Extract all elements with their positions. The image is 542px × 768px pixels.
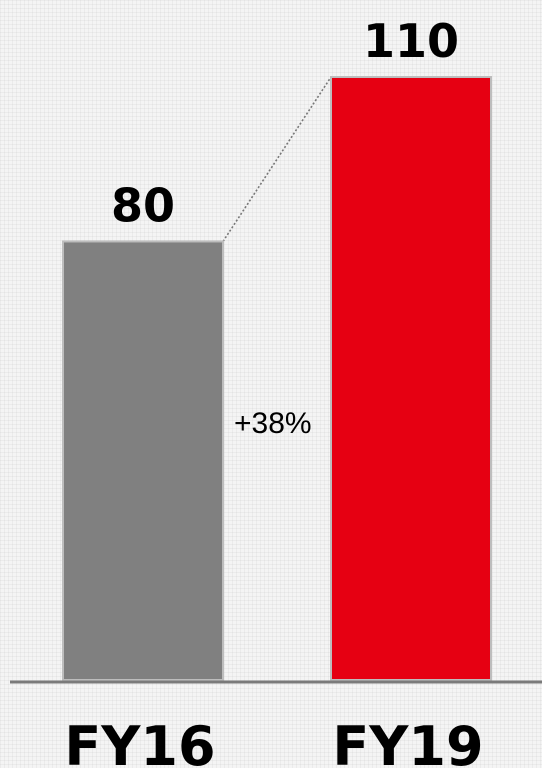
- category-label-fy19: FY19: [332, 715, 483, 768]
- bar-fy16: [62, 240, 224, 681]
- growth-annotation: +38%: [234, 407, 312, 440]
- value-label-fy16: 80: [111, 178, 175, 232]
- category-label-fy16: FY16: [64, 715, 215, 768]
- value-label-fy19: 110: [363, 14, 459, 68]
- growth-connector: [222, 76, 332, 242]
- bar-fy19: [330, 76, 492, 681]
